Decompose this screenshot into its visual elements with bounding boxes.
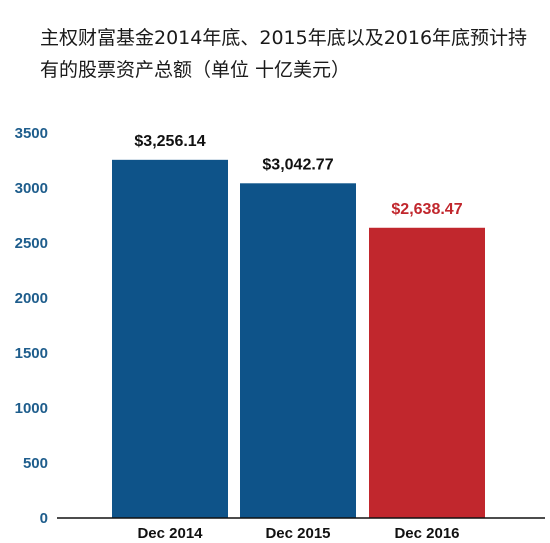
y-tick-label: 1000 [15, 400, 48, 417]
x-tick-label: Dec 2014 [137, 525, 203, 542]
y-tick-label: 2000 [15, 290, 48, 307]
y-tick-label: 3500 [15, 125, 48, 142]
data-labels: $3,256.14 $3,042.77 $2,638.47 [134, 133, 462, 218]
x-tick-label: Dec 2016 [394, 525, 459, 542]
chart-title: 主权财富基金2014年底、2015年底以及2016年底预计持有的股票资产总额（单… [40, 27, 528, 81]
data-label: $3,256.14 [134, 133, 205, 150]
bars [112, 159, 485, 519]
y-tick-label: 2500 [15, 235, 48, 252]
data-label: $3,042.77 [262, 156, 333, 173]
y-tick-label: 0 [40, 510, 48, 527]
bar-dec-2016 [369, 227, 485, 518]
data-label: $2,638.47 [391, 201, 462, 218]
x-tick-label: Dec 2015 [265, 525, 330, 542]
y-axis: 0 500 1000 1500 2000 2500 3000 3500 [15, 125, 48, 527]
x-axis: Dec 2014 Dec 2015 Dec 2016 [57, 517, 545, 542]
y-tick-label: 500 [23, 455, 48, 472]
y-tick-label: 1500 [15, 345, 48, 362]
bar-dec-2015 [240, 183, 356, 519]
y-tick-label: 3000 [15, 180, 48, 197]
bar-dec-2014 [112, 159, 228, 519]
